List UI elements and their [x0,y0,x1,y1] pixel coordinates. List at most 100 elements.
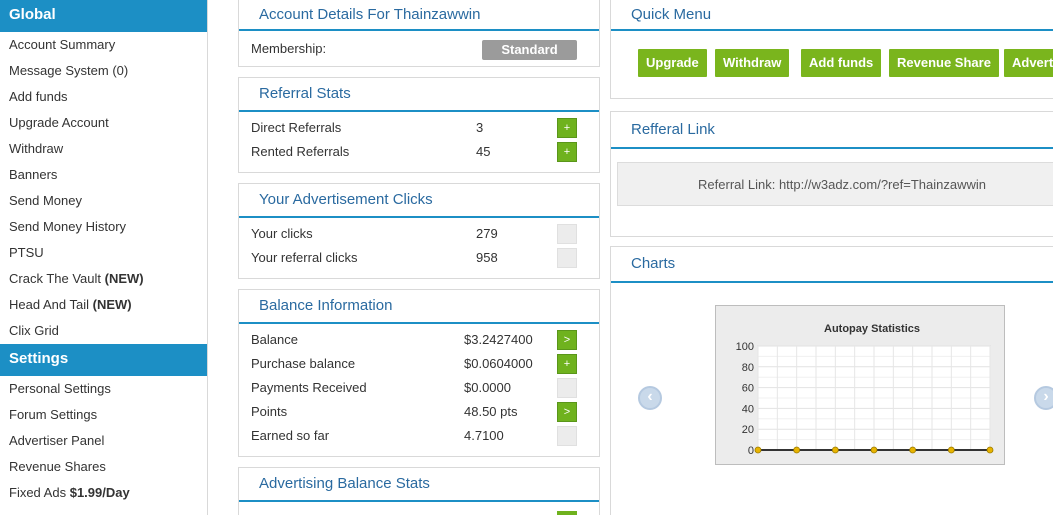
chart-data-point [754,446,762,454]
stat-action-button[interactable]: > [557,330,577,350]
sidebar-global-item-label: Crack The Vault [9,271,102,286]
sidebar-global-item[interactable]: Upgrade Account [0,110,207,136]
sidebar-settings-item[interactable]: Fixed Ads $1.99/Day [0,480,207,506]
autopay-chart: 100 80 60 40 20 0 Autopay Statistics [736,323,994,457]
chart-data-point [793,446,801,454]
sidebar-global-item[interactable]: Withdraw [0,136,207,162]
stat-value: 958 [476,250,498,265]
stat-action-button[interactable]: + [557,142,577,162]
stat-placeholder-box [557,224,577,244]
balance-rows: Balance $3.2427400 > Purchase balance $0.060… [239,324,599,448]
stat-label: Direct Referrals [251,120,342,135]
stat-label: Your clicks [251,226,313,241]
stat-value: 45 [476,144,491,159]
chart-prev-icon[interactable]: ‹ [638,386,662,410]
sidebar-settings-item[interactable]: Advertiser Panel [0,428,207,454]
stat-action-button[interactable]: + [557,354,577,374]
stat-label: Balance [251,332,298,347]
stat-placeholder-box [557,248,577,268]
account-details-panel: Account Details For Thainzawwin Membersh… [238,0,600,67]
chart-y-tick-label: 40 [742,403,754,415]
ad-balance-panel: Advertising Balance Stats [238,467,600,515]
chart-title: Autopay Statistics [824,323,920,335]
sidebar-global-item[interactable]: PTSU [0,240,207,266]
sidebar-global-item[interactable]: Send Money History [0,214,207,240]
sidebar-global-item-label: Head And Tail [9,297,89,312]
chart-next-icon[interactable]: › [1034,386,1053,410]
sidebar-global-item-label: Add funds [9,89,68,104]
stat-action-button[interactable]: > [557,402,577,422]
sidebar-global-item-label: Account Summary [9,37,116,52]
sidebar-global-item[interactable]: Clix Grid [0,318,207,344]
sidebar-settings-item-label: Advertiser Panel [9,433,105,448]
balance-title: Balance Information [239,290,599,324]
stat-row: Points 48.50 pts > [251,400,587,424]
ad-clicks-panel: Your Advertisement Clicks Your clicks 279… [238,183,600,279]
sidebar-settings-item[interactable]: Personal Settings [0,376,207,402]
sidebar-global-item[interactable]: Banners [0,162,207,188]
chart-y-tick-label: 0 [748,445,754,457]
stat-value: 48.50 pts [464,404,518,419]
sidebar-global-item[interactable]: Add funds [0,84,207,110]
stat-value: 279 [476,226,498,241]
sidebar-global-item-label: Clix Grid [9,323,59,338]
sidebar-settings-item-label: Revenue Shares [9,459,106,474]
chart-y-tick-label: 100 [736,341,754,353]
sidebar-global-item-label: Message System (0) [9,63,129,78]
ad-balance-button[interactable] [557,511,577,515]
quick-menu-button[interactable]: Add funds [801,49,882,77]
sidebar-settings-item[interactable]: Revenue Shares [0,454,207,480]
quick-menu-button[interactable]: Advert [1004,49,1053,77]
balance-panel: Balance Information Balance $3.2427400 > Pu… [238,289,600,457]
stat-action-button[interactable]: + [557,118,577,138]
stat-label: Purchase balance [251,356,356,371]
sidebar-settings-list: Personal Settings Forum Settings Advertise… [0,376,207,506]
sidebar-global-item-tag: (NEW) [104,271,144,286]
membership-badge: Standard [482,40,577,60]
stat-label: Your referral clicks [251,250,358,265]
sidebar-global-item-label: Banners [9,167,58,182]
quick-menu-button[interactable]: Upgrade [638,49,707,77]
stat-value: 4.7100 [464,428,504,443]
sidebar-global-item-label: Send Money History [9,219,127,234]
sidebar-global-item[interactable]: Account Summary [0,32,207,58]
sidebar-global-item[interactable]: Message System (0) [0,58,207,84]
sidebar-global-item[interactable]: Crack The Vault (NEW) [0,266,207,292]
charts-panel: Charts ‹ › 100 80 60 40 20 0 Autopay Statistic… [610,246,1053,515]
stat-row: Your referral clicks 958 [251,246,587,270]
quick-menu-button[interactable]: Revenue Share [889,49,999,77]
stat-label: Points [251,404,288,419]
sidebar: Global Account Summary Message System (0)… [0,0,208,515]
chart-y-tick-label: 80 [742,362,754,374]
referral-stats-rows: Direct Referrals 3 + Rented Referrals 45 + [239,112,599,164]
membership-label: Membership: [251,41,327,56]
ad-clicks-title: Your Advertisement Clicks [239,184,599,218]
sidebar-global-item[interactable]: Send Money [0,188,207,214]
stat-value: $0.0604000 [464,356,533,371]
sidebar-global-item-label: Send Money [9,193,82,208]
sidebar-settings-title: Settings [0,344,207,376]
stat-label: Earned so far [251,428,330,443]
stat-row: Rented Referrals 45 + [251,140,587,164]
sidebar-global-list: Account Summary Message System (0) Add fun… [0,32,207,344]
quick-menu-button[interactable]: Withdraw [715,49,790,77]
referral-link-text[interactable]: Referral Link: http://w3adz.com/?ref=Tha… [617,162,1053,206]
chart-data-point [831,446,839,454]
referral-link-panel: Refferal Link Referral Link: http://w3ad… [610,111,1053,237]
chart-y-tick-label: 20 [742,424,754,436]
sidebar-global-item-label: Upgrade Account [9,115,109,130]
sidebar-settings-item-label: Personal Settings [9,381,111,396]
sidebar-global-item[interactable]: Head And Tail (NEW) [0,292,207,318]
stat-placeholder-box [557,426,577,446]
stat-row: Your clicks 279 [251,222,587,246]
account-details-title: Account Details For Thainzawwin [239,0,599,31]
sidebar-global-item-label: PTSU [9,245,44,260]
sidebar-settings-item[interactable]: Forum Settings [0,402,207,428]
stat-row: Earned so far 4.7100 [251,424,587,448]
stat-value: $0.0000 [464,380,511,395]
stat-row: Purchase balance $0.0604000 + [251,352,587,376]
referral-stats-panel: Referral Stats Direct Referrals 3 + Rented … [238,77,600,173]
chart-data-point [870,446,878,454]
chart-data-point [947,446,955,454]
stat-label: Payments Received [251,380,367,395]
